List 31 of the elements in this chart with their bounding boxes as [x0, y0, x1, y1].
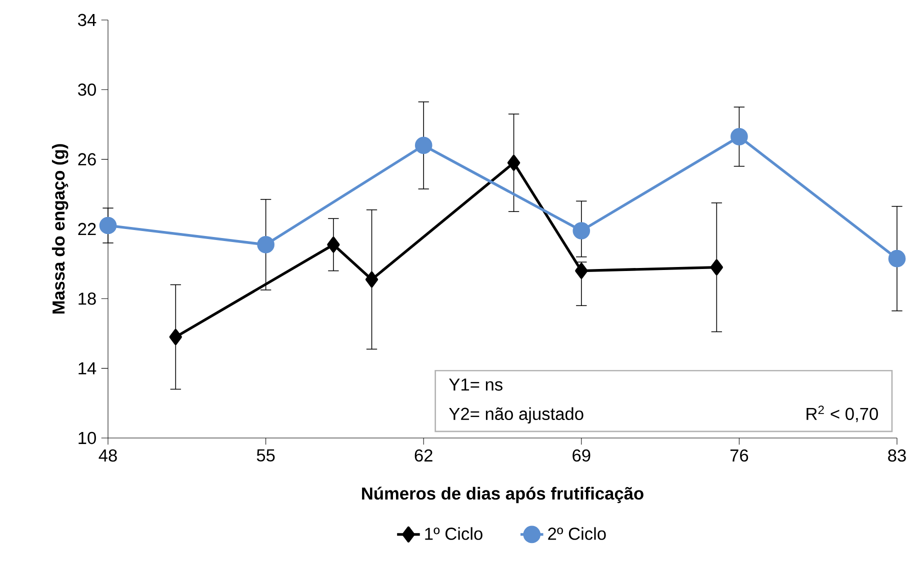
x-tick-label: 48	[98, 449, 117, 462]
y-tick-label: 26	[78, 153, 96, 166]
y-axis-title: Massa do engaço (g)	[52, 144, 68, 314]
point	[169, 328, 182, 345]
y-tick-label: 30	[78, 84, 96, 96]
point	[327, 236, 340, 253]
legend-label: 1º Ciclo	[425, 527, 482, 540]
x-axis-title: Números de dias após frutificação	[362, 486, 644, 504]
y-tick-label: 14	[78, 362, 96, 374]
annotation: R$^{2}$ < 0,70	[806, 406, 878, 422]
x-tick-label: 55	[256, 449, 275, 462]
point	[414, 136, 432, 154]
x-tick-label: 83	[888, 449, 906, 462]
x-tick-label: 69	[572, 449, 590, 462]
point	[257, 236, 274, 254]
y-tick-label: 34	[78, 14, 96, 26]
annotation: Y1= ns	[449, 378, 502, 391]
point	[99, 216, 117, 234]
point	[710, 259, 723, 276]
annotation: Y2= não ajustado	[449, 407, 584, 424]
point	[730, 128, 748, 146]
point	[572, 222, 590, 240]
point	[365, 271, 378, 288]
point	[507, 154, 520, 171]
y-tick-label: 18	[78, 292, 96, 305]
x-tick-label: 62	[414, 449, 432, 462]
legend-label: 2º Ciclo	[548, 527, 606, 540]
point	[888, 250, 906, 268]
x-tick-label: 76	[730, 449, 748, 462]
y-tick-label: 22	[78, 222, 96, 236]
y-tick-label: 10	[78, 432, 96, 444]
